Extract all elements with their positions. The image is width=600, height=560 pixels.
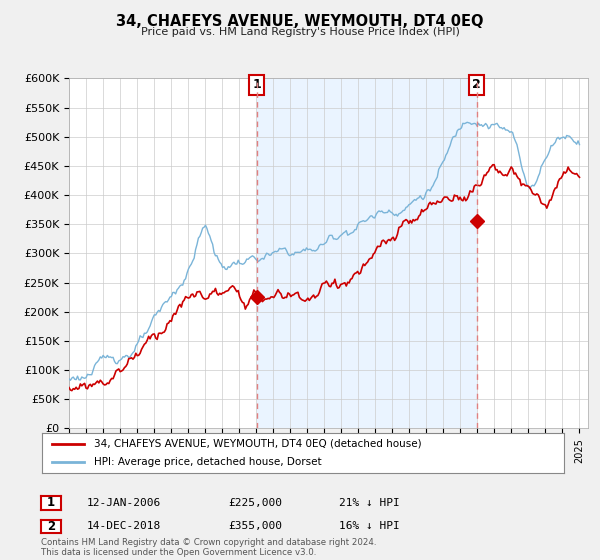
Text: 1: 1 [47, 496, 55, 510]
Text: £355,000: £355,000 [228, 521, 282, 531]
Text: 2: 2 [472, 78, 481, 91]
Text: 1: 1 [253, 78, 261, 91]
Text: 21% ↓ HPI: 21% ↓ HPI [339, 498, 400, 508]
Text: 34, CHAFEYS AVENUE, WEYMOUTH, DT4 0EQ: 34, CHAFEYS AVENUE, WEYMOUTH, DT4 0EQ [116, 14, 484, 29]
Text: Contains HM Land Registry data © Crown copyright and database right 2024.
This d: Contains HM Land Registry data © Crown c… [41, 538, 376, 557]
Text: 16% ↓ HPI: 16% ↓ HPI [339, 521, 400, 531]
Text: 34, CHAFEYS AVENUE, WEYMOUTH, DT4 0EQ (detached house): 34, CHAFEYS AVENUE, WEYMOUTH, DT4 0EQ (d… [94, 439, 422, 449]
Text: 2: 2 [47, 520, 55, 533]
Text: 14-DEC-2018: 14-DEC-2018 [87, 521, 161, 531]
Text: Price paid vs. HM Land Registry's House Price Index (HPI): Price paid vs. HM Land Registry's House … [140, 27, 460, 37]
Text: 12-JAN-2006: 12-JAN-2006 [87, 498, 161, 508]
Text: HPI: Average price, detached house, Dorset: HPI: Average price, detached house, Dors… [94, 458, 322, 467]
Bar [257, 78, 477, 428]
Text: £225,000: £225,000 [228, 498, 282, 508]
